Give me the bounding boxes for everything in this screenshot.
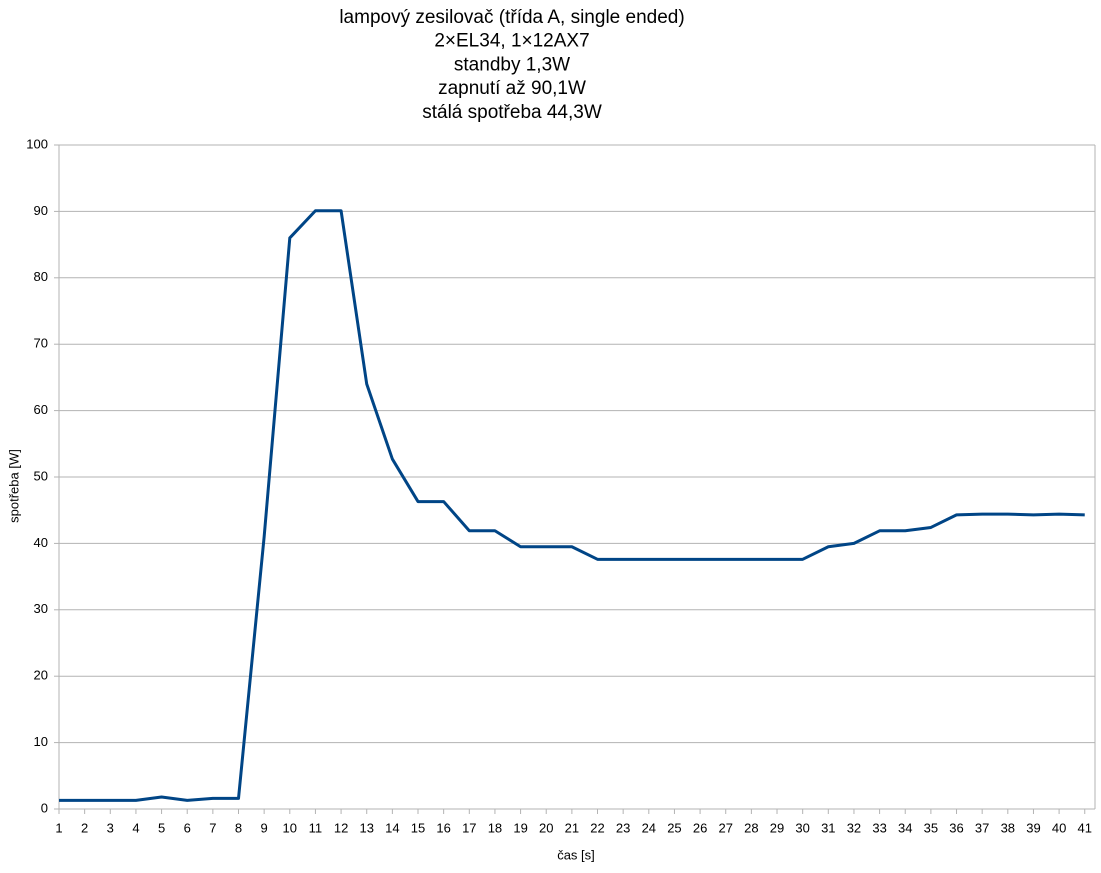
x-tick-label: 13 xyxy=(359,820,373,835)
x-axis-label: čas [s] xyxy=(557,847,595,862)
x-tick-label: 4 xyxy=(132,820,139,835)
y-tick-label: 40 xyxy=(34,535,48,550)
x-tick-label: 2 xyxy=(81,820,88,835)
x-tick-label: 17 xyxy=(462,820,476,835)
x-tick-label: 16 xyxy=(436,820,450,835)
chart-title: lampový zesilovač (třída A, single ended… xyxy=(339,7,684,28)
x-tick-label: 23 xyxy=(616,820,630,835)
x-tick-label: 24 xyxy=(642,820,656,835)
x-tick-label: 32 xyxy=(847,820,861,835)
x-tick-label: 34 xyxy=(898,820,912,835)
y-axis-label: spotřeba [W] xyxy=(6,449,21,523)
x-tick-label: 39 xyxy=(1026,820,1040,835)
y-tick-label: 70 xyxy=(34,336,48,351)
x-tick-label: 21 xyxy=(565,820,579,835)
x-tick-label: 31 xyxy=(821,820,835,835)
x-tick-label: 40 xyxy=(1052,820,1066,835)
x-tick-label: 10 xyxy=(283,820,297,835)
y-tick-label: 100 xyxy=(26,136,48,151)
x-tick-label: 1 xyxy=(55,820,62,835)
x-tick-label: 38 xyxy=(1001,820,1015,835)
x-tick-label: 9 xyxy=(261,820,268,835)
data-line xyxy=(59,209,1085,802)
x-tick-label: 12 xyxy=(334,820,348,835)
x-tick-label: 6 xyxy=(184,820,191,835)
x-tick-label: 26 xyxy=(693,820,707,835)
y-tick-label: 90 xyxy=(34,203,48,218)
y-tick-label: 80 xyxy=(34,269,48,284)
x-tick-label: 25 xyxy=(667,820,681,835)
x-tick-label: 18 xyxy=(488,820,502,835)
y-tick-label: 20 xyxy=(34,668,48,683)
chart-title: standby 1,3W xyxy=(454,54,570,75)
x-tick-label: 28 xyxy=(744,820,758,835)
x-tick-label: 27 xyxy=(718,820,732,835)
x-tick-label: 14 xyxy=(385,820,399,835)
x-tick-label: 15 xyxy=(411,820,425,835)
x-tick-label: 20 xyxy=(539,820,553,835)
x-tick-label: 5 xyxy=(158,820,165,835)
x-tick-label: 8 xyxy=(235,820,242,835)
x-tick-label: 35 xyxy=(924,820,938,835)
x-tick-label: 36 xyxy=(949,820,963,835)
x-tick-label: 22 xyxy=(590,820,604,835)
chart-title: zapnutí až 90,1W xyxy=(438,78,586,99)
y-tick-label: 0 xyxy=(41,800,48,815)
x-tick-label: 3 xyxy=(107,820,114,835)
x-tick-label: 29 xyxy=(770,820,784,835)
x-tick-label: 19 xyxy=(513,820,527,835)
x-tick-label: 37 xyxy=(975,820,989,835)
y-tick-label: 10 xyxy=(34,734,48,749)
x-tick-label: 11 xyxy=(309,820,323,835)
y-tick-label: 60 xyxy=(34,402,48,417)
x-tick-label: 7 xyxy=(209,820,216,835)
x-tick-label: 33 xyxy=(872,820,886,835)
x-tick-label: 41 xyxy=(1078,820,1092,835)
x-tick-label: 30 xyxy=(795,820,809,835)
chart-title: stálá spotřeba 44,3W xyxy=(422,102,602,123)
chart-title: 2×EL34, 1×12AX7 xyxy=(434,31,589,52)
y-tick-label: 30 xyxy=(34,601,48,616)
y-tick-label: 50 xyxy=(34,468,48,483)
